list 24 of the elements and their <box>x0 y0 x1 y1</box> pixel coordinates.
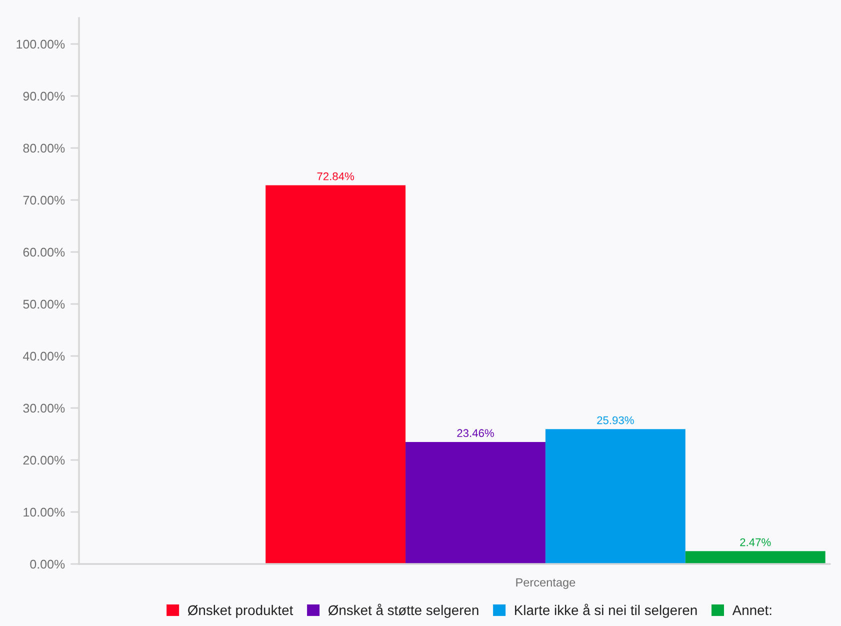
bar <box>266 185 406 564</box>
x-tick-label: Percentage <box>516 578 576 589</box>
y-tick-label: 30.00% <box>23 404 65 413</box>
y-tick-label: 90.00% <box>23 92 65 101</box>
y-tick-label: 50.00% <box>23 300 65 309</box>
data-label: 72.84% <box>317 172 354 180</box>
legend-label: Ønsket å støtte selgeren <box>328 604 478 618</box>
y-tick-label: 80.00% <box>23 144 65 153</box>
bar <box>406 442 546 564</box>
legend-label: Klarte ikke å si nei til selgeren <box>515 604 697 618</box>
y-tick-label: 10.00% <box>24 508 65 517</box>
y-tick-label: 20.00% <box>23 456 65 465</box>
bar <box>685 551 826 564</box>
legend-label: Annet: <box>732 605 772 616</box>
data-label: 2.47% <box>740 538 771 546</box>
y-tick-label: 0.00% <box>30 560 65 569</box>
data-label: 25.93% <box>597 416 634 424</box>
y-tick-label: 100.00% <box>16 40 65 49</box>
bar <box>545 429 686 564</box>
y-tick-label: 70.00% <box>23 196 65 205</box>
data-label: 23.46% <box>457 429 494 438</box>
legend-label: Ønsket produktet <box>188 604 294 618</box>
y-tick-label: 60.00% <box>23 248 65 257</box>
y-tick-label: 40.00% <box>23 352 65 361</box>
